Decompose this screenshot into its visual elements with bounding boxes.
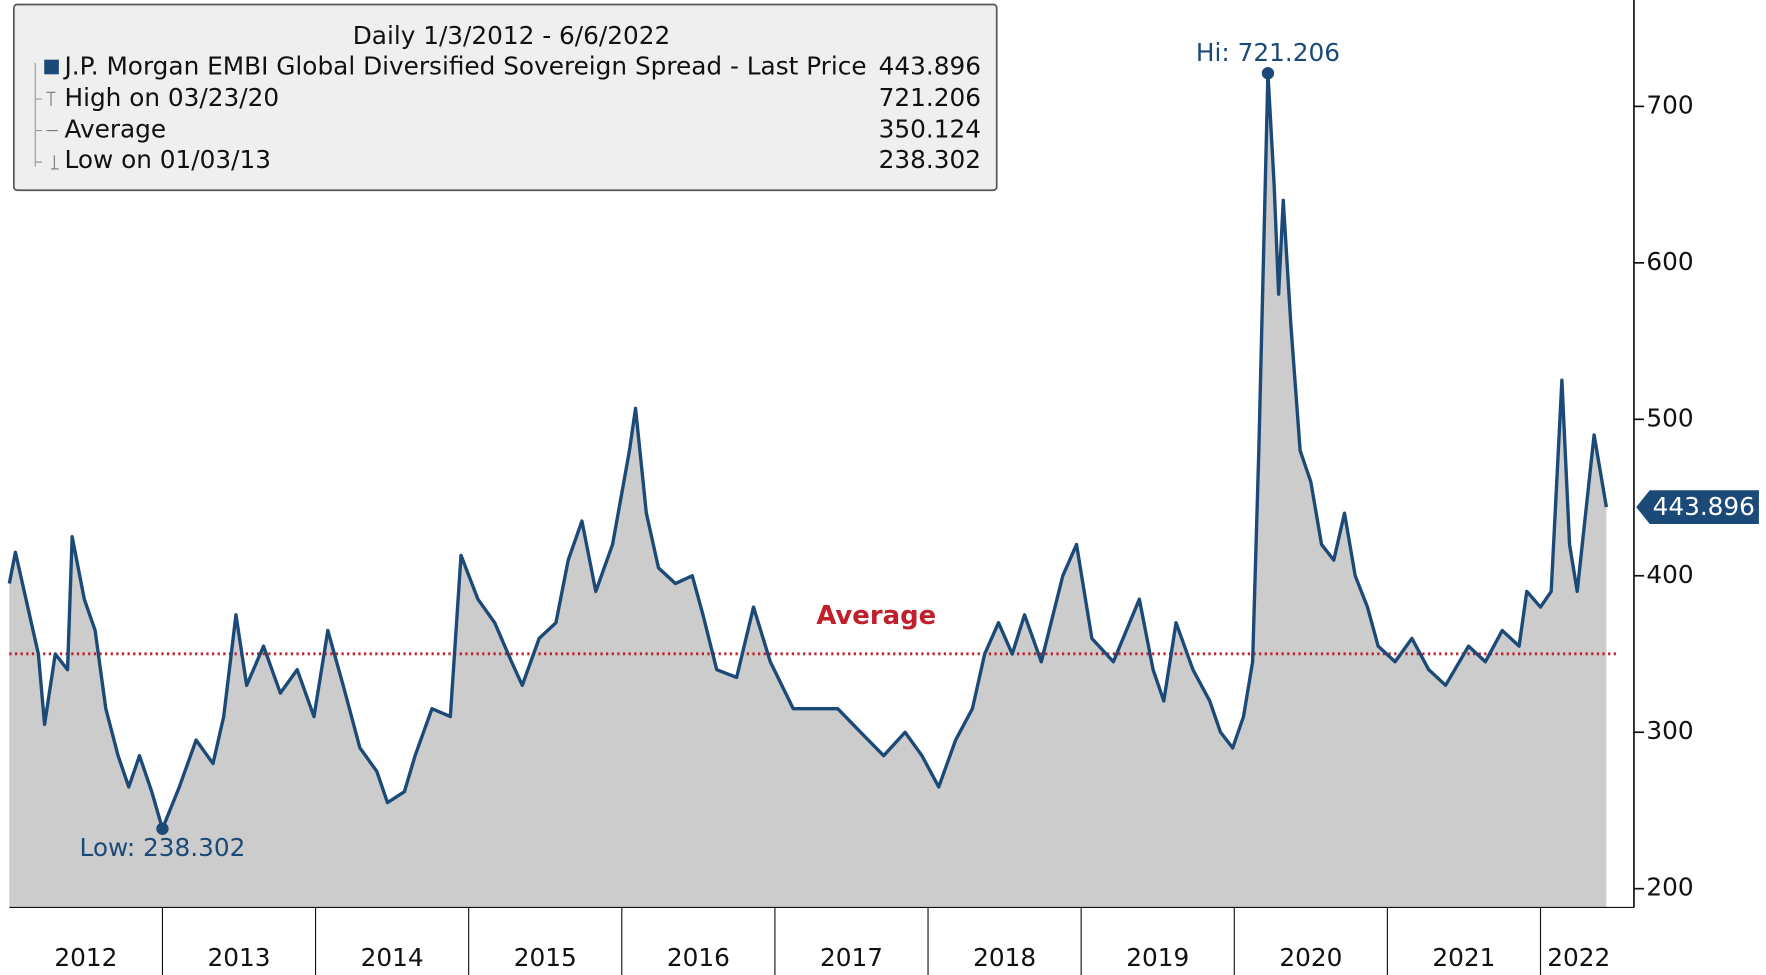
legend: Daily 1/3/2012 - 6/6/2022 J.P. Morgan EM… <box>12 3 998 192</box>
y-tick-label: 300 <box>1646 716 1693 745</box>
area <box>9 73 1607 908</box>
legend-swatch <box>44 59 59 75</box>
legend-icons <box>46 91 59 170</box>
x-tick-label: 2020 <box>1279 943 1342 972</box>
x-tick-label: 2012 <box>54 943 117 972</box>
x-tick-label: 2022 <box>1547 943 1610 972</box>
legend-series: J.P. Morgan EMBI Global Diversified Sove… <box>62 52 866 81</box>
legend-high: High on 03/23/20 <box>64 83 279 112</box>
x-tick-label: 2021 <box>1432 943 1495 972</box>
y-tick-label: 400 <box>1646 560 1693 589</box>
last-price-tag <box>1636 490 1759 524</box>
legend-low: Low on 01/03/13 <box>64 145 270 174</box>
average-annotation: Average <box>816 601 936 631</box>
x-tick-label: 2014 <box>361 943 424 972</box>
x-tick-label: 2016 <box>667 943 730 972</box>
legend-tree <box>34 63 42 167</box>
high-marker <box>1261 67 1275 80</box>
legend-high-value: 721.206 <box>879 83 981 112</box>
x-tick-label: 2013 <box>208 943 271 972</box>
legend-low-value: 238.302 <box>879 145 981 174</box>
legend-average: Average <box>64 115 166 144</box>
y-tick-label: 600 <box>1646 247 1693 276</box>
legend-average-value: 350.124 <box>879 115 981 144</box>
legend-box <box>12 3 998 192</box>
x-tick-label: 2015 <box>514 943 577 972</box>
x-tick-label: 2019 <box>1126 943 1189 972</box>
last-price-label: 443.896 <box>1653 492 1755 521</box>
low-annotation: Low: 238.302 <box>79 833 245 862</box>
plot-area <box>7 71 1618 908</box>
legend-last-value: 443.896 <box>879 52 981 81</box>
y-tick-label: 500 <box>1646 403 1693 432</box>
x-tick-label: 2018 <box>973 943 1036 972</box>
line <box>7 71 1609 831</box>
y-tick-label: 200 <box>1646 873 1693 902</box>
low-marker <box>156 822 169 835</box>
legend-title: Daily 1/3/2012 - 6/6/2022 <box>353 21 670 50</box>
y-tick-label: 700 <box>1646 90 1693 119</box>
x-tick-label: 2017 <box>820 943 883 972</box>
high-annotation: Hi: 721.206 <box>1196 38 1340 67</box>
